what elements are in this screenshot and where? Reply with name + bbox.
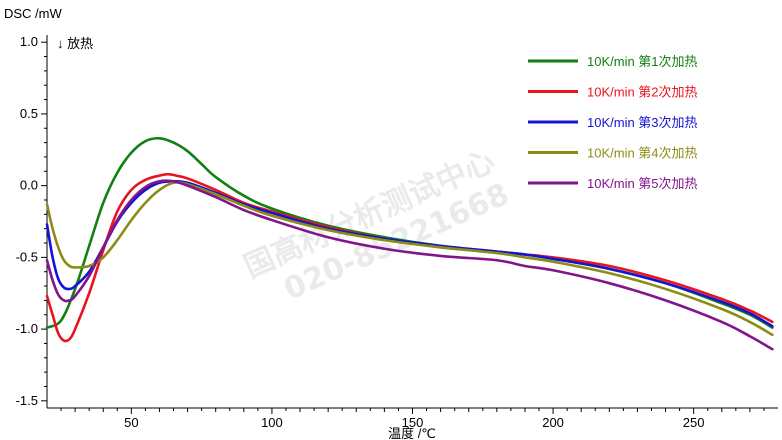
legend-label-5: 10K/min 第5次加热 (587, 176, 698, 191)
legend-label-1: 10K/min 第1次加热 (587, 54, 698, 69)
series-line-4 (45, 180, 774, 337)
x-tick-label: 50 (124, 415, 138, 430)
y-axis-title: DSC /mW (4, 6, 63, 21)
watermark: 国高材分析测试中心 020-85221668 (239, 144, 514, 308)
exotherm-annotation: ↓ 放热 (57, 36, 93, 51)
y-tick-label: -1.0 (16, 321, 38, 336)
x-tick-label: 100 (261, 415, 283, 430)
y-tick-label: 0.0 (20, 178, 38, 193)
series-line-5 (45, 179, 774, 351)
y-tick-label: -0.5 (16, 249, 38, 264)
y-tick-label: 0.5 (20, 106, 38, 121)
y-tick-label: 1.0 (20, 34, 38, 49)
series-lines (45, 136, 774, 351)
x-ticks: 50 100 150 200 250 (60, 408, 765, 430)
x-tick-label: 200 (542, 415, 564, 430)
legend-label-4: 10K/min 第4次加热 (587, 146, 698, 161)
legend-label-3: 10K/min 第3次加热 (587, 115, 698, 130)
x-tick-label: 250 (683, 415, 705, 430)
x-tick-label: 150 (402, 415, 424, 430)
series-line-3 (45, 179, 774, 328)
x-axis-title: 温度 /℃ (388, 426, 436, 440)
y-ticks: 1.0 0.5 0.0 -0.5 -1.0 -1.5 (16, 34, 47, 408)
legend-label-2: 10K/min 第2次加热 (587, 85, 698, 100)
legend: 10K/min 第1次加热 10K/min 第2次加热 10K/min 第3次加热 1… (528, 54, 698, 191)
series-line-2 (45, 172, 774, 343)
y-tick-label: -1.5 (16, 393, 38, 408)
